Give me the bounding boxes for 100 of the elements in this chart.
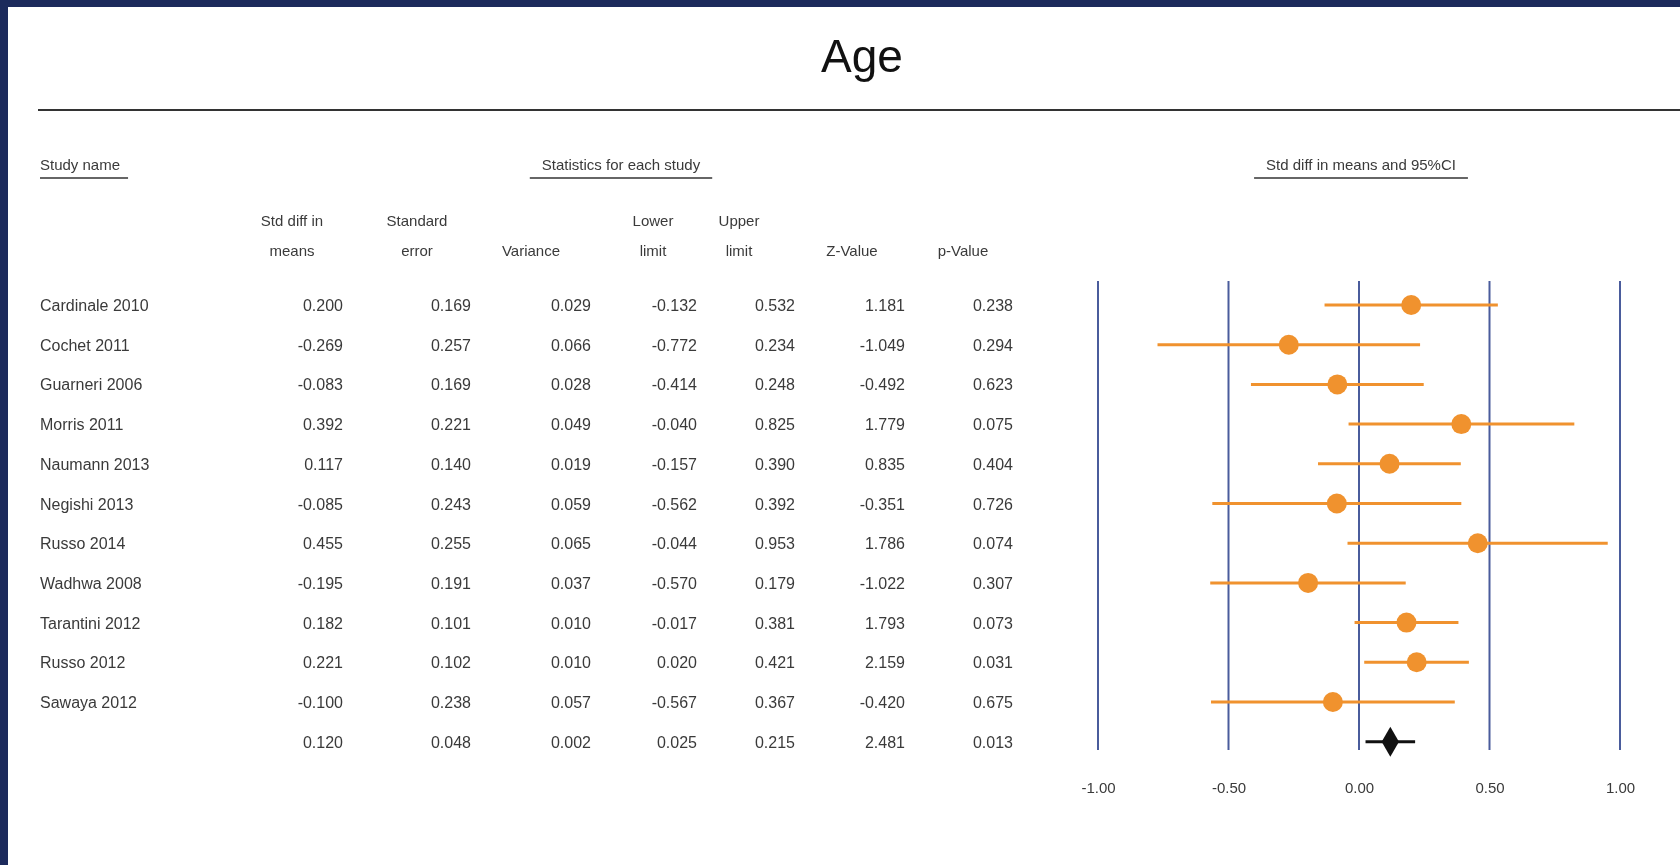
category-label: Negishi 2013 [40, 495, 134, 513]
category-label: p-Value [937, 242, 989, 259]
text: 0.221 [302, 654, 343, 672]
text: 0.404 [972, 455, 1013, 473]
text: 1.779 [864, 416, 905, 434]
text: -0.414 [651, 376, 697, 394]
text: -0.132 [651, 297, 697, 314]
text: 0.825 [754, 416, 795, 434]
text: 0.073 [972, 614, 1013, 632]
text: 0.238 [430, 694, 471, 711]
x-tick-label: 0.00 [1344, 779, 1375, 796]
text: 0.675 [972, 694, 1013, 711]
category-label: Russo 2012 [40, 654, 126, 672]
text: 0.010 [550, 614, 591, 632]
point [1396, 612, 1417, 633]
text: 0.029 [550, 297, 591, 314]
text: 0.048 [430, 733, 471, 751]
category-label: Upper limit [718, 212, 760, 259]
text: 0.532 [754, 297, 795, 314]
point [1326, 493, 1347, 514]
category-label: Guarneri 2006 [40, 376, 143, 394]
point [1451, 414, 1472, 435]
text: 0.243 [430, 495, 471, 513]
category-label: Standard error [386, 212, 448, 259]
x-tick-label: 0.50 [1475, 779, 1505, 796]
text: -0.567 [651, 694, 697, 711]
text: 0.238 [972, 297, 1013, 314]
text: 0.623 [972, 376, 1013, 394]
text: 0.057 [550, 694, 591, 711]
chart-title: Std diff in means and 95%CI [1266, 156, 1456, 173]
text: 0.037 [550, 574, 591, 592]
text: 0.182 [302, 614, 343, 632]
text: Study name [40, 156, 121, 173]
text: 0.367 [754, 694, 795, 711]
text: 0.020 [656, 654, 697, 672]
text: 0.255 [430, 535, 471, 553]
text: 0.215 [754, 733, 795, 751]
x-tick-label: 1.00 [1605, 779, 1636, 796]
text: -0.351 [859, 495, 905, 513]
point [1327, 374, 1348, 395]
point [1401, 295, 1422, 315]
text: -0.157 [651, 455, 697, 473]
text: 0.002 [550, 733, 591, 751]
text: 0.031 [972, 654, 1013, 672]
text: 0.117 [304, 455, 343, 473]
text: 0.169 [430, 376, 471, 394]
text: -0.772 [651, 336, 697, 354]
text: -0.269 [297, 336, 343, 354]
text: 0.010 [550, 654, 591, 672]
text: -0.492 [859, 376, 905, 394]
text: -1.049 [859, 336, 905, 354]
text: 0.169 [430, 297, 471, 314]
text: -1.022 [859, 574, 905, 592]
text: 0.179 [754, 574, 795, 592]
point [1406, 652, 1427, 673]
category-label: Morris 2011 [40, 416, 124, 434]
text: -0.040 [651, 416, 697, 434]
text: -0.083 [297, 376, 343, 394]
text: 2.159 [864, 654, 905, 672]
category-label: Cochet 2011 [40, 336, 130, 354]
category-label: Z-Value [826, 242, 878, 259]
text: 0.248 [754, 376, 795, 394]
text: 0.049 [550, 416, 591, 434]
category-label: Russo 2014 [40, 535, 126, 553]
category-label: Cardinale 2010 [40, 297, 149, 314]
category-label: Sawaya 2012 [40, 694, 137, 711]
text: 0.392 [302, 416, 343, 434]
text: -0.562 [651, 495, 697, 513]
text: 0.191 [430, 574, 471, 592]
text: 0.075 [972, 416, 1013, 434]
text: 0.421 [754, 654, 795, 672]
text: -0.570 [651, 574, 697, 592]
category-label: Naumann 2013 [40, 455, 150, 473]
text: 0.028 [550, 376, 591, 394]
text: -0.085 [297, 495, 343, 513]
point [1278, 334, 1299, 355]
point [1467, 533, 1488, 554]
text: -0.100 [297, 694, 343, 711]
category-label: Lower limit [632, 212, 674, 259]
text: 0.140 [430, 455, 471, 473]
text: -0.195 [297, 574, 343, 592]
text: 0.835 [864, 455, 905, 473]
text: -0.017 [651, 614, 697, 632]
text: 0.059 [550, 495, 591, 513]
text: 0.101 [430, 614, 471, 632]
text: 0.013 [972, 733, 1013, 751]
text: -0.420 [859, 694, 905, 711]
text: -0.044 [651, 535, 697, 553]
text: 0.200 [302, 297, 343, 314]
text: 0.221 [430, 416, 471, 434]
text: 0.019 [550, 455, 591, 473]
text: 0.953 [754, 535, 795, 553]
text: 0.455 [302, 535, 343, 553]
category-label: Tarantini 2012 [40, 614, 141, 632]
x-tick-label: -1.00 [1081, 779, 1116, 796]
text: 0.307 [972, 574, 1013, 592]
text: 0.102 [430, 654, 471, 672]
text: 0.294 [972, 336, 1013, 354]
category-label: Wadhwa 2008 [40, 574, 142, 592]
text: 0.726 [972, 495, 1013, 513]
